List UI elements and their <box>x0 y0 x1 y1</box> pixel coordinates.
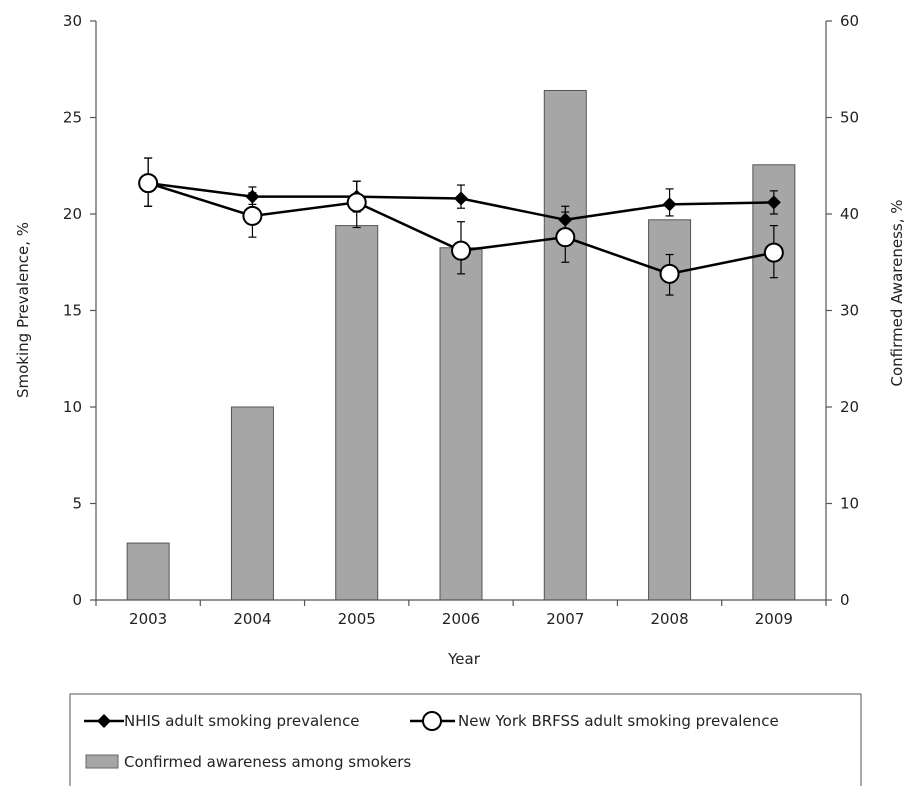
y-right-tick-label: 60 <box>840 12 859 30</box>
y-left-tick-label: 30 <box>63 12 82 30</box>
y-right-tick-label: 30 <box>840 302 859 320</box>
point-brfss-2003 <box>138 173 159 194</box>
point-nhis-2009 <box>766 195 781 210</box>
y-right-tick-label: 20 <box>840 398 859 416</box>
point-brfss-2009 <box>763 242 784 263</box>
axes-layer: 0 5 10 15 20 25 30 0 10 20 30 40 50 60 2003 2004 2005 200… <box>63 12 859 628</box>
bar-2007 <box>543 89 587 601</box>
point-brfss-2004 <box>242 205 263 226</box>
bar-2004 <box>230 406 274 601</box>
x-tick-label-2009: 2009 <box>755 610 793 628</box>
point-brfss-2006 <box>451 240 471 261</box>
series-layer <box>138 157 784 296</box>
x-tick-label-2006: 2006 <box>442 610 480 628</box>
y-left-tick-label: 10 <box>63 398 82 416</box>
x-tick-label-2005: 2005 <box>338 610 376 628</box>
y-right-tick-label: 50 <box>840 109 859 127</box>
bar-2003 <box>126 542 170 601</box>
y-left-tick-label: 20 <box>63 205 82 223</box>
y-axis-left-title: Smoking Prevalence, % <box>14 222 32 398</box>
point-nhis-2004 <box>245 189 260 204</box>
point-brfss-2007 <box>555 227 576 248</box>
x-axis-title: Year <box>447 650 481 668</box>
y-right-tick-label: 10 <box>840 495 859 513</box>
legend: NHIS adult smoking prevalence New York B… <box>69 693 862 786</box>
legend-nhis-label: NHIS adult smoking prevalence <box>124 712 360 730</box>
legend-brfss-label: New York BRFSS adult smoking prevalence <box>458 712 779 730</box>
y-left-tick-label: 5 <box>72 495 82 513</box>
y-left-tick-label: 15 <box>63 302 82 320</box>
point-nhis-2007 <box>558 212 573 227</box>
y-left-tick-label: 25 <box>63 109 82 127</box>
y-left-tick-label: 0 <box>72 591 82 609</box>
bar-2005 <box>335 225 379 601</box>
y-right-tick-label: 40 <box>840 205 859 223</box>
point-nhis-2008 <box>662 197 677 212</box>
legend-nhis-marker <box>97 714 111 728</box>
x-tick-label-2003: 2003 <box>129 610 167 628</box>
x-tick-label-2004: 2004 <box>233 610 271 628</box>
y-right-tick-label: 0 <box>840 591 850 609</box>
legend-awareness-swatch <box>85 754 119 769</box>
x-tick-label-2007: 2007 <box>546 610 584 628</box>
y-axis-right-title: Confirmed Awareness, % <box>888 200 906 387</box>
bars-layer <box>126 89 796 601</box>
point-brfss-2008 <box>659 263 680 284</box>
legend-box <box>69 693 862 786</box>
legend-brfss-marker <box>422 711 442 731</box>
legend-awareness-label: Confirmed awareness among smokers <box>124 753 411 771</box>
x-tick-label-2008: 2008 <box>650 610 688 628</box>
point-nhis-2006 <box>454 191 468 206</box>
point-brfss-2005 <box>346 192 367 213</box>
bar-2006 <box>439 247 483 601</box>
